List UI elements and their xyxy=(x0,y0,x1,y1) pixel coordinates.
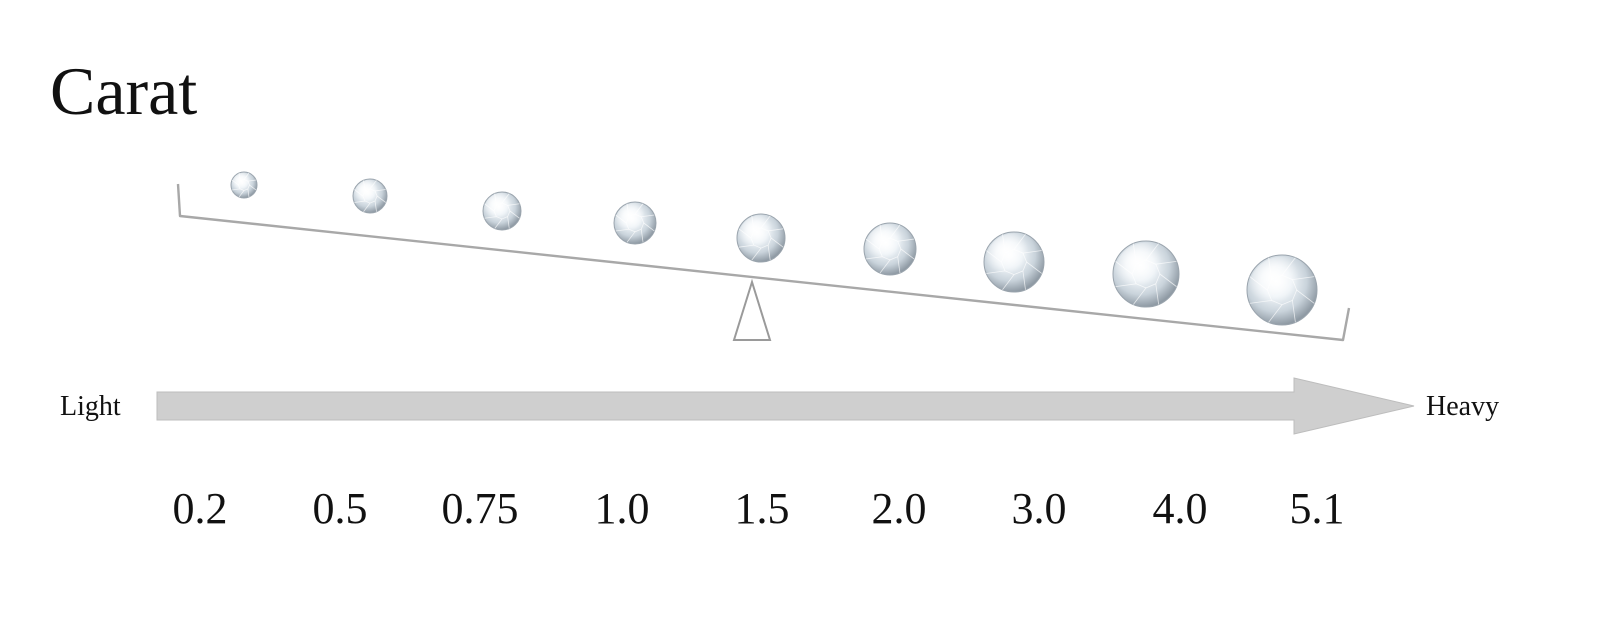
diamond-icon xyxy=(352,178,388,214)
carat-labels: 0.2 0.5 0.75 1.0 1.5 2.0 3.0 4.0 5.1 xyxy=(173,484,1345,533)
carat-label: 1.0 xyxy=(595,484,650,533)
carat-label: 0.75 xyxy=(442,484,519,533)
carat-label: 0.2 xyxy=(173,484,228,533)
carat-label: 4.0 xyxy=(1153,484,1208,533)
diamond-icon xyxy=(1246,254,1318,326)
fulcrum-triangle xyxy=(732,278,772,341)
weight-arrow xyxy=(156,377,1415,435)
diamond-icon xyxy=(613,201,657,245)
carat-label: 5.1 xyxy=(1290,484,1345,533)
fulcrum-icon xyxy=(732,278,772,341)
carat-label: 2.0 xyxy=(872,484,927,533)
carat-label: 0.5 xyxy=(313,484,368,533)
balance-beam xyxy=(176,183,1351,342)
arrow-right-icon xyxy=(156,377,1415,435)
carat-label: 3.0 xyxy=(1012,484,1067,533)
diamond-icon xyxy=(983,231,1045,293)
heavy-label: Heavy xyxy=(1426,391,1499,422)
light-label: Light xyxy=(60,391,121,422)
diamond-row xyxy=(230,171,1318,326)
diamond-icon xyxy=(1112,240,1180,308)
page-title: Carat xyxy=(50,53,197,129)
diamond-icon xyxy=(736,213,786,263)
carat-label: 1.5 xyxy=(735,484,790,533)
diamond-icon xyxy=(482,191,522,231)
diamond-icon xyxy=(230,171,258,199)
beam-line xyxy=(176,183,1351,342)
diamond-icon xyxy=(863,222,917,276)
